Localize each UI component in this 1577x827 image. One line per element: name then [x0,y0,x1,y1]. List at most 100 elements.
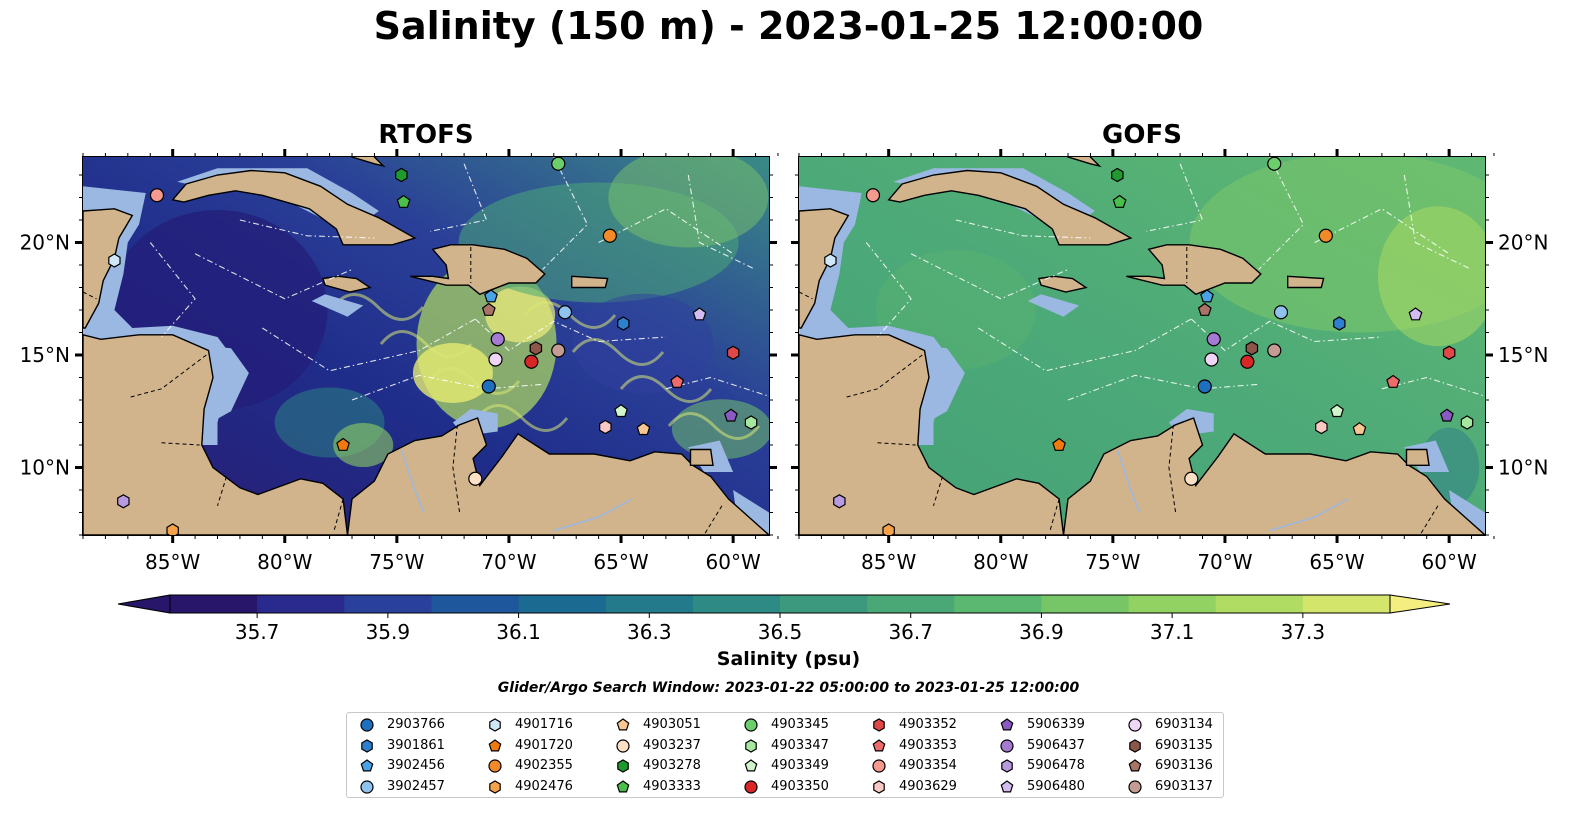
legend-label: 4903237 [643,737,701,753]
panel-title-rtofs: RTOFS [378,120,474,150]
colorbar-segment [344,595,432,613]
colorbar-tick-label: 37.1 [1149,620,1195,644]
float-3902457[interactable] [557,305,573,320]
float-4903349[interactable] [614,404,628,418]
float-4903051[interactable] [1352,422,1367,436]
float-4902355[interactable] [602,228,617,243]
float-4902355[interactable] [1318,228,1333,243]
legend-label: 4901716 [515,717,573,732]
land-jamaica [321,275,372,293]
float-6903135[interactable] [529,341,543,356]
legend-label: 4903354 [899,758,957,773]
float-4903278[interactable] [1111,167,1124,183]
float-4901720[interactable] [1052,437,1066,451]
legend-label: 6903137 [1155,778,1213,794]
float-5906480[interactable] [1408,307,1423,321]
legend-label: 4903352 [899,717,957,732]
float-4903345[interactable] [551,157,566,171]
legend-marker [361,738,373,753]
float-4901716[interactable] [824,253,837,268]
legend-marker [1000,779,1014,792]
float-4903352[interactable] [726,345,740,360]
legend-label: 4903345 [771,717,829,732]
legend-marker [1000,718,1014,731]
land-bahamas [350,157,386,168]
float-6903137[interactable] [551,343,566,358]
float-4903278[interactable] [395,167,408,183]
colorbar-segment [518,595,607,613]
map-panel-rtofs[interactable] [82,156,770,536]
land-hispaniola [1126,244,1262,296]
float-4902476[interactable] [166,523,179,535]
float-6903135[interactable] [1245,341,1259,356]
float-5906339[interactable] [1439,408,1454,422]
colorbar-segment [431,595,520,613]
float-4903350[interactable] [524,354,539,369]
float-6903136[interactable] [481,302,496,316]
float-4903237[interactable] [468,471,483,486]
float-5906480[interactable] [692,307,707,321]
legend-marker [1128,718,1142,732]
float-4901716[interactable] [108,253,121,268]
float-4903347[interactable] [1460,415,1474,430]
land-yucatan [83,208,134,329]
legend-marker [1128,759,1142,772]
float-6903134[interactable] [1204,352,1219,367]
legend-marker [744,779,758,794]
float-2903766[interactable] [1197,379,1212,394]
legend-marker [488,738,502,751]
float-3901861[interactable] [617,316,630,331]
float-4903352[interactable] [1442,345,1456,360]
legend-label: 4903278 [643,758,701,773]
float-3902456[interactable] [1200,289,1214,303]
float-4903353[interactable] [1386,374,1401,388]
float-4901720[interactable] [336,437,350,451]
float-5906339[interactable] [723,408,738,422]
map-panel-gofs[interactable] [798,156,1486,536]
float-5906478[interactable] [117,494,130,509]
float-4903350[interactable] [1240,354,1255,369]
legend-marker [872,738,886,751]
lon-tick-label-gofs: 60°W [1422,550,1477,574]
colorbar-segment [170,595,258,613]
legend-label: 4902355 [515,758,573,773]
float-4903629[interactable] [1315,419,1328,435]
colorbar-extend-low [117,594,171,614]
float-4903237[interactable] [1184,471,1199,486]
float-5906437[interactable] [490,332,505,347]
lon-tick-label-gofs: 80°W [973,550,1028,574]
float-4903347[interactable] [744,415,758,430]
float-4903353[interactable] [670,374,685,388]
land-jamaica [1037,275,1088,293]
salinity-map-gofs [799,157,1485,535]
legend-label: 5906480 [1027,778,1085,794]
legend-marker [616,779,630,792]
legend-marker [616,738,630,753]
float-6903136[interactable] [1197,302,1212,316]
float-6903137[interactable] [1267,343,1282,358]
legend-marker [1001,759,1013,773]
lon-tick-label-rtofs: 80°W [257,550,312,574]
float-3901861[interactable] [1333,316,1346,331]
float-4903354[interactable] [865,188,881,203]
float-4902476[interactable] [882,523,895,535]
legend-marker [1129,738,1141,753]
float-4903333[interactable] [396,194,411,208]
legend-marker [1000,738,1014,753]
land-trinidad [689,448,714,466]
float-6903134[interactable] [488,352,503,367]
float-3902457[interactable] [1273,305,1289,320]
float-4903333[interactable] [1112,194,1127,208]
float-4903345[interactable] [1267,157,1282,171]
float-4903051[interactable] [636,422,651,436]
float-2903766[interactable] [481,379,496,394]
land-cuba [887,169,1133,246]
salinity-map-rtofs [83,157,769,535]
float-5906437[interactable] [1206,332,1221,347]
float-4903629[interactable] [599,419,612,435]
float-4903349[interactable] [1330,404,1344,418]
float-5906478[interactable] [833,494,846,509]
float-4903354[interactable] [149,188,165,203]
float-3902456[interactable] [484,289,498,303]
